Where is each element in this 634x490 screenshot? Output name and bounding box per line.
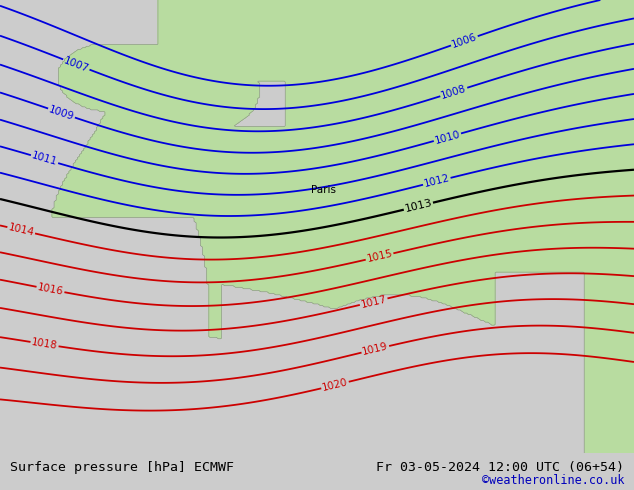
- Text: ©weatheronline.co.uk: ©weatheronline.co.uk: [482, 474, 624, 487]
- Text: 1008: 1008: [440, 83, 468, 101]
- Text: 1020: 1020: [321, 377, 349, 393]
- Text: 1019: 1019: [361, 342, 389, 357]
- Text: 1010: 1010: [434, 129, 462, 146]
- Text: 1006: 1006: [450, 32, 479, 50]
- Text: 1011: 1011: [30, 150, 58, 168]
- Text: 1015: 1015: [366, 249, 394, 265]
- Text: 1016: 1016: [37, 282, 65, 297]
- Text: Fr 03-05-2024 12:00 UTC (06+54): Fr 03-05-2024 12:00 UTC (06+54): [377, 462, 624, 474]
- Text: 1013: 1013: [404, 198, 433, 214]
- Text: Surface pressure [hPa] ECMWF: Surface pressure [hPa] ECMWF: [10, 462, 233, 474]
- Text: 1007: 1007: [62, 55, 91, 74]
- Text: Paris: Paris: [311, 185, 335, 195]
- Text: 1012: 1012: [423, 173, 451, 189]
- Text: 1018: 1018: [30, 337, 58, 351]
- Text: 1017: 1017: [359, 294, 387, 310]
- Text: 1014: 1014: [7, 222, 35, 238]
- Text: 1009: 1009: [48, 104, 75, 122]
